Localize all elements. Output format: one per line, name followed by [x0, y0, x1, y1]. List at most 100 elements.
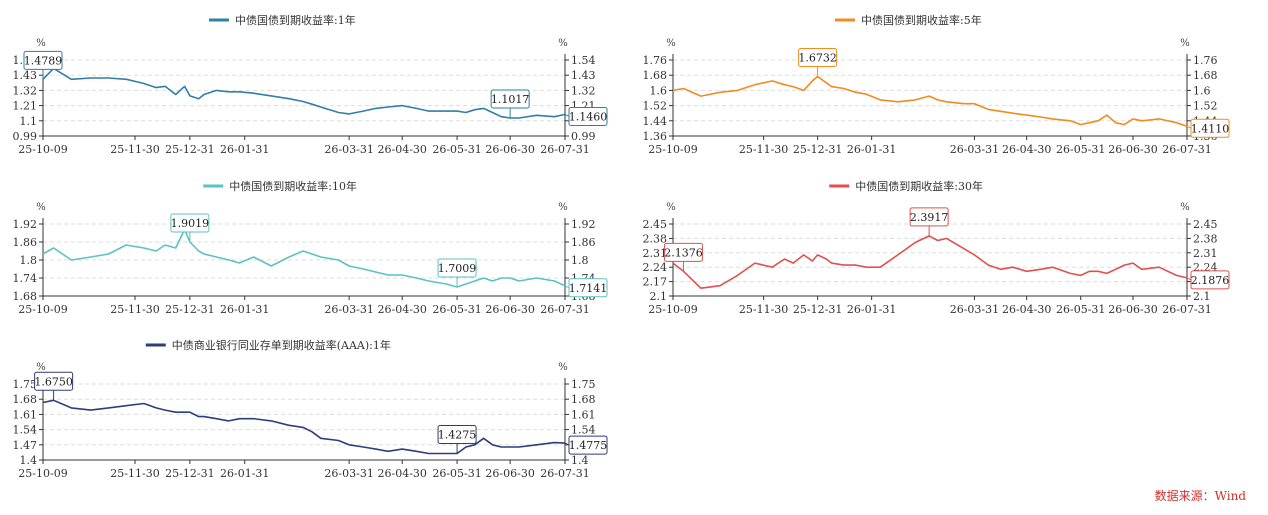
y-tick-label-left: 1.6 [650, 84, 668, 97]
y-tick-label-left: 2.24 [643, 261, 668, 274]
y-tick-label-left: 1.86 [13, 236, 38, 249]
x-tick-label: 25-11-30 [739, 303, 788, 316]
x-tick-label: 26-04-30 [1002, 143, 1051, 156]
x-tick-label: 26-04-30 [1002, 303, 1051, 316]
x-tick-label: 26-05-31 [1056, 143, 1105, 156]
x-tick-label: 26-07-31 [540, 143, 589, 156]
x-tick-label: 26-06-30 [485, 467, 534, 480]
data-source-label: 数据来源：Wind [1154, 489, 1246, 503]
x-tick-label: 25-10-09 [648, 303, 697, 316]
y-tick-label-left: 1.61 [13, 408, 38, 421]
x-tick-label: 25-12-31 [165, 467, 214, 480]
y-unit-right: % [1180, 38, 1190, 49]
y-unit-left: % [36, 362, 46, 373]
x-tick-label: 26-03-31 [950, 303, 999, 316]
series-line [42, 67, 566, 119]
x-tick-label: 26-01-31 [220, 467, 269, 480]
x-tick-label: 26-07-31 [1162, 143, 1211, 156]
x-tick-label: 25-12-31 [165, 143, 214, 156]
y-tick-label-right: 2.1 [1193, 290, 1211, 303]
x-tick-label: 25-12-31 [165, 303, 214, 316]
series-line [672, 75, 1188, 128]
annotation-box [490, 89, 530, 109]
y-tick-label-left: 2.45 [643, 218, 668, 231]
x-tick-label: 26-05-31 [432, 467, 481, 480]
annotation-box [909, 207, 949, 227]
y-tick-label-right: 1.75 [571, 378, 596, 391]
x-tick-label: 25-10-09 [18, 467, 67, 480]
y-tick-label-left: 1.8 [20, 254, 38, 267]
x-tick-label: 26-06-30 [485, 143, 534, 156]
x-tick-label: 26-05-31 [432, 303, 481, 316]
x-tick-label: 25-11-30 [110, 143, 159, 156]
y-tick-label-left: 1.68 [13, 290, 38, 303]
y-tick-label-left: 1.44 [643, 115, 668, 128]
x-tick-label: 26-03-31 [324, 467, 373, 480]
y-unit-left: % [666, 202, 676, 213]
x-tick-label: 26-07-31 [1162, 303, 1211, 316]
series-line [42, 399, 566, 455]
x-tick-label: 25-11-30 [110, 303, 159, 316]
x-tick-label: 26-01-31 [847, 143, 896, 156]
y-tick-label-left: 1.1 [20, 115, 38, 128]
x-tick-label: 26-04-30 [377, 303, 426, 316]
annotation-box [798, 48, 838, 68]
x-tick-label: 25-12-31 [793, 143, 842, 156]
data-label: 1.6750 [34, 375, 73, 388]
chart-panel-1: 中债国债到期收益率:1年%%1.541.541.431.431.321.321.… [13, 13, 608, 156]
x-tick-label: 26-01-31 [220, 303, 269, 316]
y-tick-label-right: 1.6 [1193, 84, 1211, 97]
x-tick-label: 25-10-09 [18, 303, 67, 316]
y-tick-label-right: 1.61 [571, 408, 596, 421]
y-tick-label-right: 1.52 [1193, 100, 1218, 113]
annotation-box [568, 435, 608, 455]
y-tick-label-left: 1.54 [13, 424, 38, 437]
annotation-box [663, 242, 703, 262]
y-tick-label-left: 1.52 [643, 100, 668, 113]
x-tick-label: 26-03-31 [950, 143, 999, 156]
data-label: 1.1460 [569, 110, 608, 123]
data-label: 1.4110 [1191, 122, 1230, 135]
y-tick-label-left: 1.76 [643, 54, 668, 67]
annotation-box [1190, 270, 1230, 290]
y-tick-label-left: 1.21 [13, 100, 38, 113]
chart-panel-5: 中债商业银行同业存单到期收益率(AAA):1年% %1.75 1.751.68 1.6… [13, 338, 608, 480]
y-unit-right: % [558, 38, 568, 49]
data-label: 1.9019 [171, 217, 210, 230]
y-tick-label-left: 1.4 [20, 454, 38, 467]
x-tick-label: 26-03-31 [324, 303, 373, 316]
data-label: 1.7009 [438, 262, 477, 275]
y-tick-label-left: 2.38 [643, 232, 668, 245]
series-line [672, 235, 1188, 290]
annotation-box [34, 371, 74, 391]
chart-panel-2: 中债国债到期收益率:5年% %1.76 1.761.68 1.681.6 1.61.52… [643, 13, 1230, 156]
x-tick-label: 26-03-31 [324, 143, 373, 156]
series-line [42, 228, 566, 288]
chart-panel-3: 中债国债到期收益率:10年% %1.92 1.921.86 1.861.8 1.81.7… [13, 179, 608, 316]
chart-title: 中债国债到期收益率:30年 [855, 179, 983, 193]
data-label: 1.1017 [491, 93, 530, 106]
y-tick-label-left: 1.32 [13, 84, 38, 97]
annotation-box [23, 50, 63, 70]
y-tick-label-left: 1.75 [13, 378, 38, 391]
y-tick-label-right: 1.32 [571, 84, 596, 97]
y-unit-left: % [666, 38, 676, 49]
x-tick-label: 26-06-30 [1108, 303, 1157, 316]
annotation-box [1190, 118, 1230, 138]
y-tick-label-right: 2.31 [1193, 247, 1218, 260]
x-tick-label: 26-01-31 [847, 303, 896, 316]
y-tick-label-left: 1.92 [13, 218, 38, 231]
y-tick-label-right: 1.43 [571, 69, 596, 82]
x-tick-label: 25-10-09 [648, 143, 697, 156]
y-tick-label-left: 1.68 [13, 393, 38, 406]
chart-title: 中债国债到期收益率:5年 [861, 13, 982, 27]
y-tick-label-right: 1.86 [571, 236, 596, 249]
y-tick-label-left: 2.31 [643, 247, 668, 260]
x-tick-label: 26-04-30 [377, 143, 426, 156]
data-label: 2.3917 [910, 211, 949, 224]
y-tick-label-left: 1.68 [643, 69, 668, 82]
x-tick-label: 26-07-31 [540, 467, 589, 480]
y-tick-label-right: 1.8 [571, 254, 589, 267]
annotation-box [568, 278, 608, 298]
